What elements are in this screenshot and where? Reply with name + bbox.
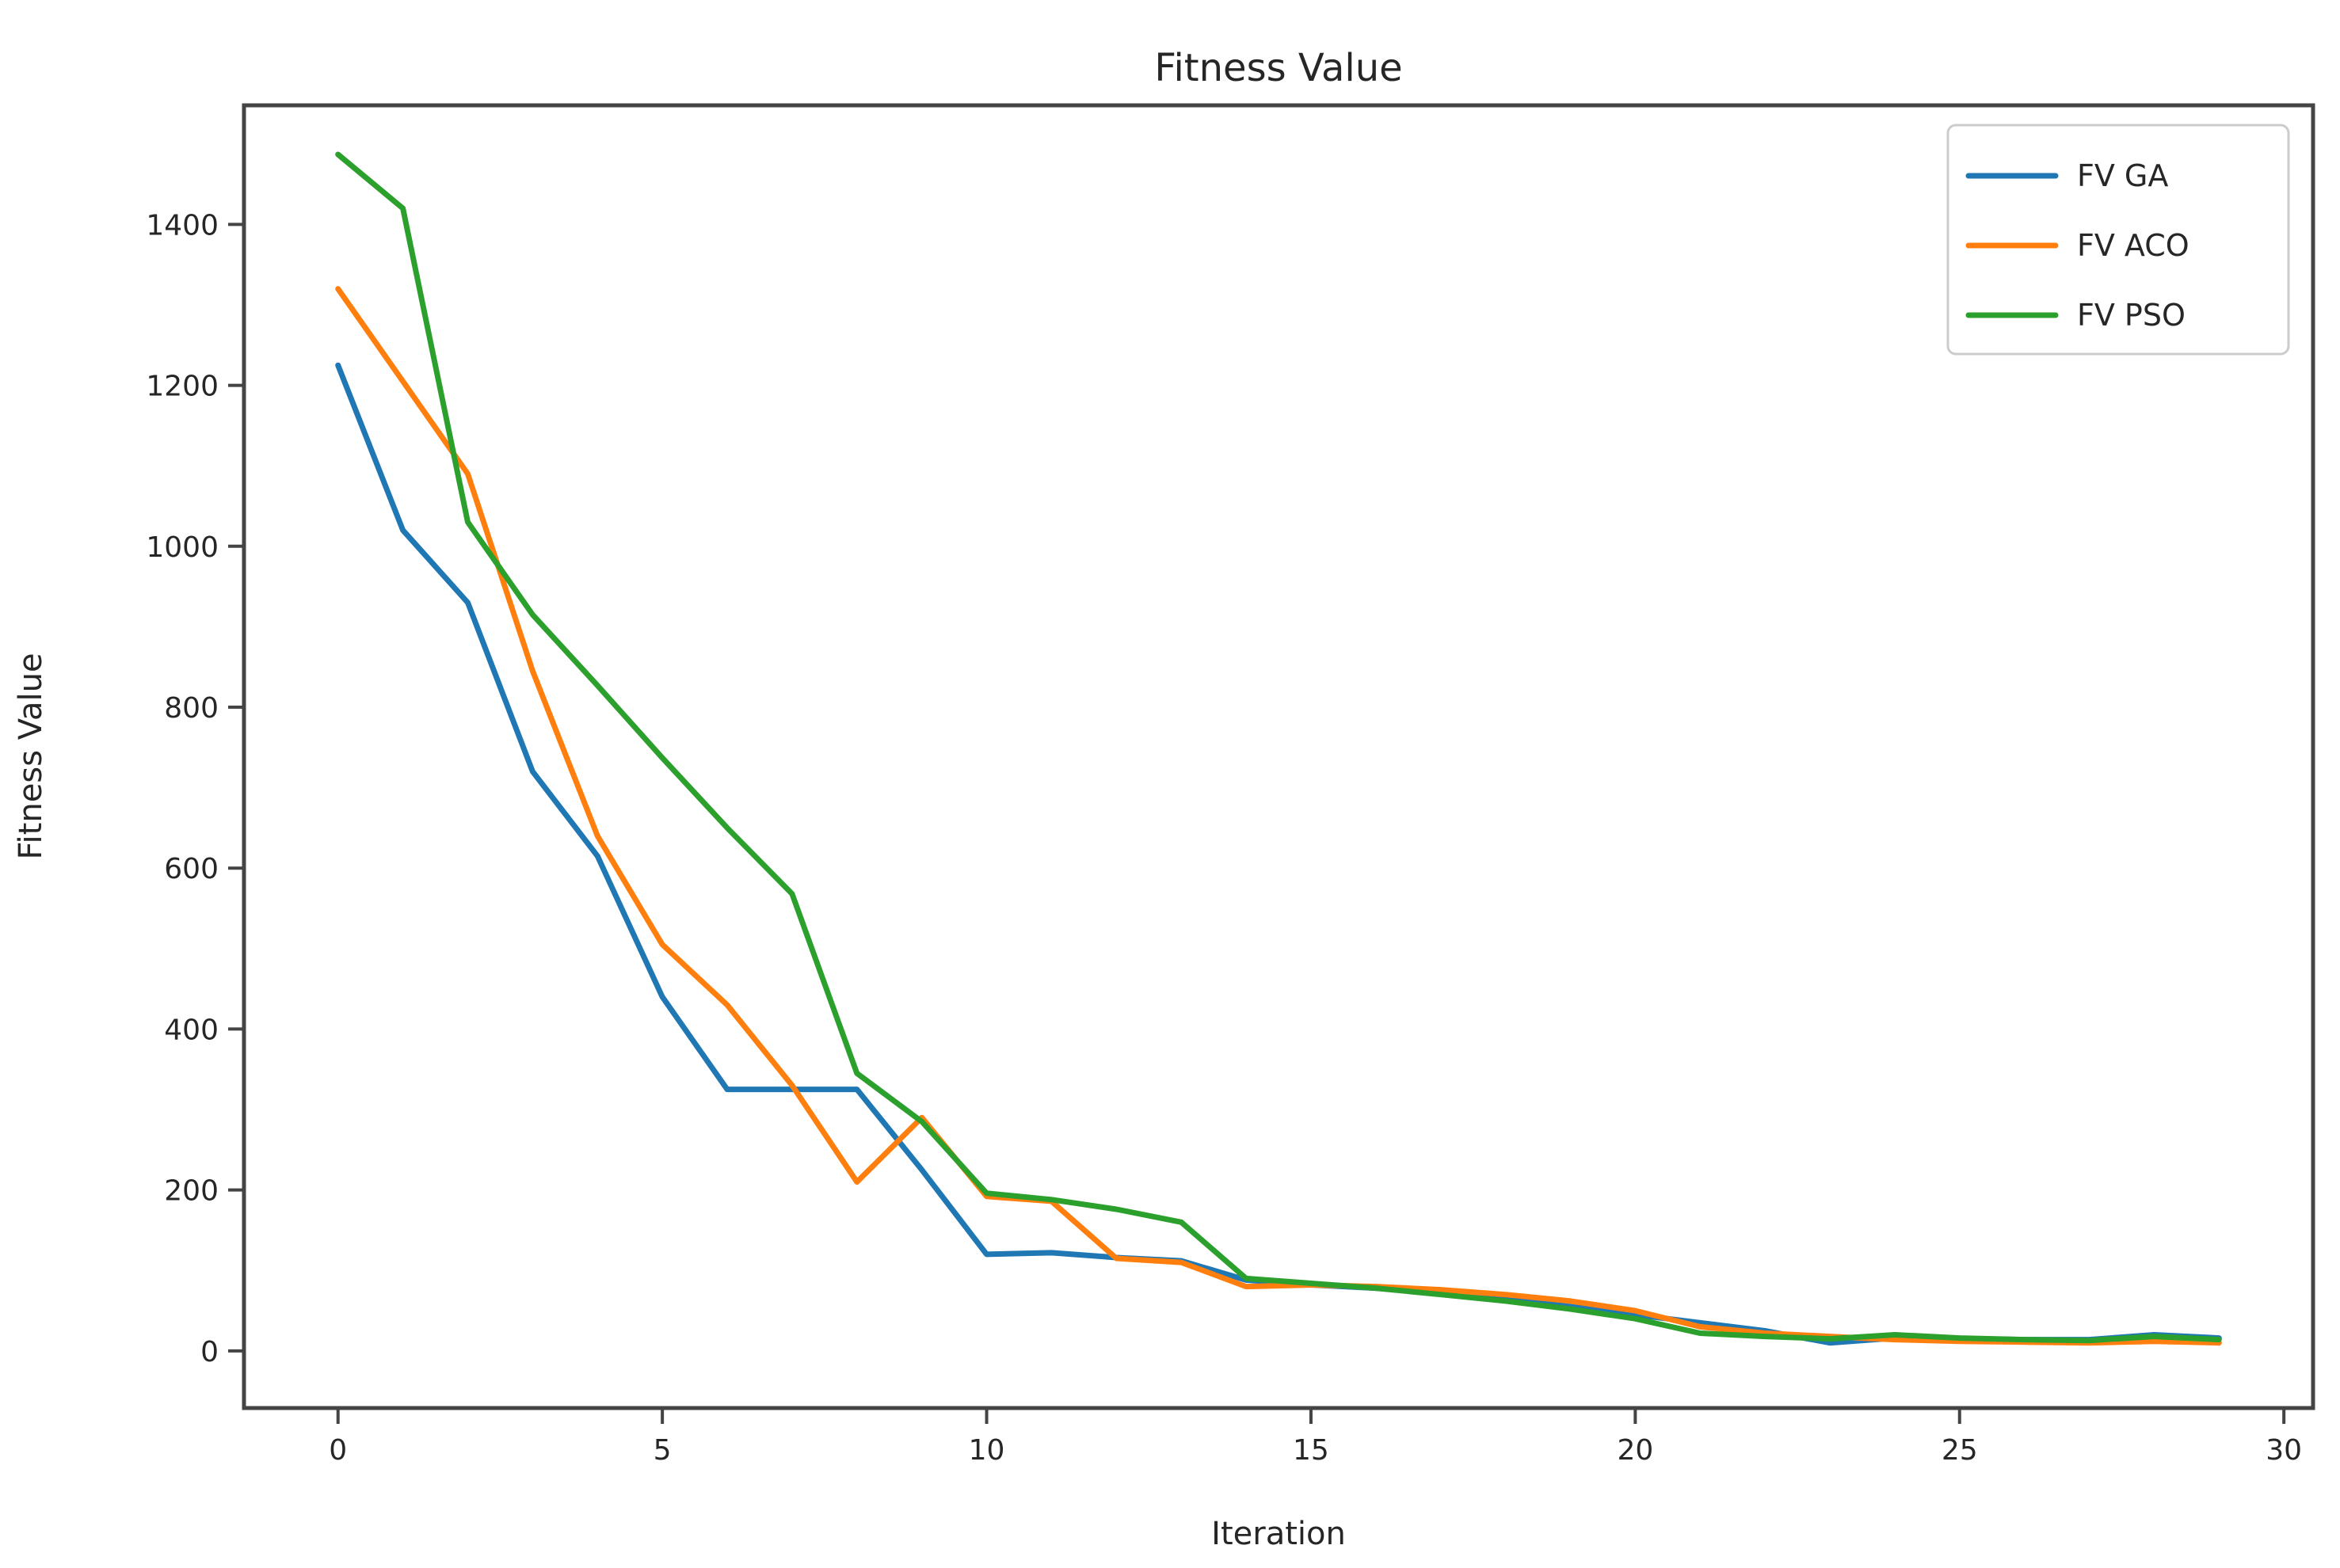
y-tick-label: 800 — [164, 692, 219, 725]
y-tick-label: 0 — [200, 1336, 219, 1368]
x-axis-ticks: 0 5 10 15 20 25 30 — [329, 1408, 2302, 1467]
y-tick-label: 400 — [164, 1014, 219, 1046]
y-tick-label: 1200 — [146, 371, 219, 403]
legend-entries: FV GA FV ACO FV PSO — [1965, 158, 2189, 333]
plot-frame — [242, 103, 2315, 1410]
series-line-fv-ga — [335, 362, 2222, 1346]
legend-entry-label: FV ACO — [2077, 228, 2189, 263]
x-tick-label: 0 — [329, 1434, 347, 1467]
series-line-fv-pso — [335, 151, 2222, 1344]
x-axis-label: Iteration — [1211, 1516, 1346, 1552]
x-tick-label: 20 — [1617, 1434, 1653, 1467]
y-tick-label: 1000 — [146, 531, 219, 564]
y-tick-label: 600 — [164, 853, 219, 885]
chart-title: Fitness Value — [1154, 46, 1402, 90]
legend-box — [1946, 124, 2290, 356]
x-tick-label: 30 — [2266, 1434, 2302, 1467]
legend-entry-label: FV GA — [2077, 158, 2168, 193]
legend-entry-label: FV PSO — [2077, 298, 2186, 333]
x-tick-label: 5 — [654, 1434, 672, 1467]
y-axis-label: Fitness Value — [13, 653, 49, 859]
legend: FV GA FV ACO FV PSO — [1946, 124, 2290, 356]
y-axis-ticks: 0 200 400 600 800 1000 1200 1400 — [146, 209, 244, 1368]
x-tick-label: 10 — [969, 1434, 1005, 1467]
y-tick-label: 200 — [164, 1175, 219, 1208]
y-tick-label: 1400 — [146, 209, 219, 242]
series-line-fv-aco — [335, 286, 2222, 1346]
x-tick-label: 25 — [1942, 1434, 1978, 1467]
x-tick-label: 15 — [1293, 1434, 1329, 1467]
series-lines — [335, 151, 2222, 1346]
